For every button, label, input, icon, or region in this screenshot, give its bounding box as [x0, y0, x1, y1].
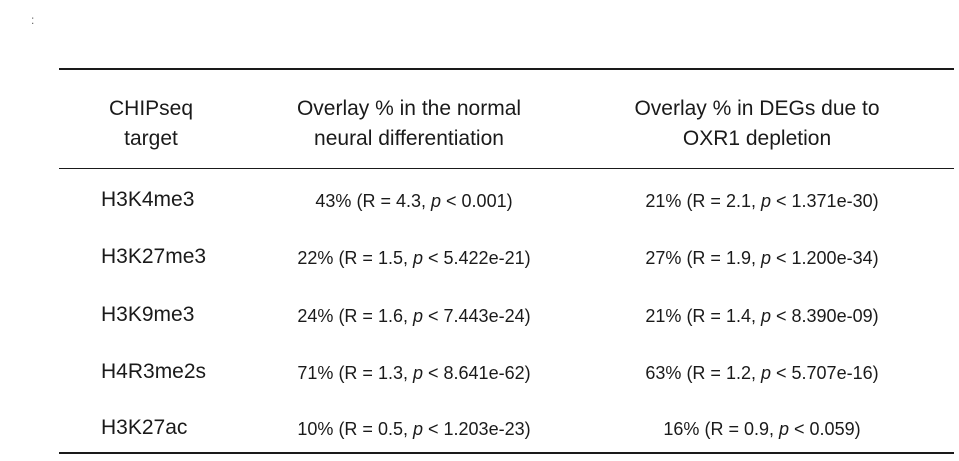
p-label: p	[779, 419, 790, 439]
r-value: (R = 4.3,	[356, 191, 426, 211]
degs-overlay-cell: 21% (R = 2.1, p < 1.371e-30)	[607, 191, 917, 212]
normal-overlay-cell: 22% (R = 1.5, p < 5.422e-21)	[259, 248, 569, 269]
table-row: H3K9me3 24% (R = 1.6, p < 7.443e-24) 21%…	[59, 297, 954, 337]
chipseq-target-cell: H3K9me3	[101, 303, 195, 326]
header-degs-overlay: Overlay % in DEGs due to OXR1 depletion	[607, 94, 907, 154]
normal-overlay-cell: 10% (R = 0.5, p < 1.203e-23)	[259, 419, 569, 440]
p-value: < 0.059)	[794, 419, 861, 439]
p-value: < 8.641e-62)	[428, 363, 531, 383]
degs-overlay-cell: 27% (R = 1.9, p < 1.200e-34)	[607, 248, 917, 269]
chipseq-target-cell: H3K27me3	[101, 245, 207, 268]
degs-overlay-cell: 63% (R = 1.2, p < 5.707e-16)	[607, 363, 917, 384]
table-body: H3K4me3 43% (R = 4.3, p < 0.001) 21% (R …	[59, 169, 954, 452]
header-line: OXR1 depletion	[682, 127, 832, 150]
p-label: p	[760, 191, 771, 211]
r-value: (R = 1.3,	[338, 363, 408, 383]
p-value: < 5.422e-21)	[428, 248, 531, 268]
header-normal-overlay: Overlay % in the normal neural different…	[259, 94, 559, 154]
p-label: p	[760, 306, 771, 326]
header-line: Overlay % in the normal	[296, 97, 522, 120]
p-value: < 1.200e-34)	[776, 248, 879, 268]
p-label: p	[412, 248, 423, 268]
chipseq-target-cell: H4R3me2s	[101, 360, 207, 383]
p-label: p	[412, 363, 423, 383]
header-line: CHIPseq	[108, 97, 194, 120]
table-row: H3K4me3 43% (R = 4.3, p < 0.001) 21% (R …	[59, 182, 954, 222]
pct: 16%	[663, 419, 700, 439]
normal-overlay-cell: 71% (R = 1.3, p < 8.641e-62)	[259, 363, 569, 384]
degs-overlay-cell: 16% (R = 0.9, p < 0.059)	[607, 419, 917, 440]
pct: 21%	[645, 191, 682, 211]
r-value: (R = 2.1,	[686, 191, 756, 211]
p-value: < 1.203e-23)	[428, 419, 531, 439]
r-value: (R = 1.5,	[338, 248, 408, 268]
pct: 63%	[645, 363, 682, 383]
p-label: p	[412, 306, 423, 326]
p-label: p	[760, 363, 771, 383]
p-value: < 8.390e-09)	[776, 306, 879, 326]
r-value: (R = 0.5,	[338, 419, 408, 439]
pct: 10%	[297, 419, 334, 439]
r-value: (R = 1.4,	[686, 306, 756, 326]
r-value: (R = 1.2,	[686, 363, 756, 383]
header-line: target	[124, 127, 178, 150]
corner-mark: :	[31, 13, 35, 27]
p-label: p	[760, 248, 771, 268]
r-value: (R = 1.9,	[686, 248, 756, 268]
r-value: (R = 1.6,	[338, 306, 408, 326]
p-value: < 5.707e-16)	[776, 363, 879, 383]
header-line: neural differentiation	[314, 127, 504, 150]
pct: 27%	[645, 248, 682, 268]
bottom-rule	[59, 452, 954, 454]
pct: 21%	[645, 306, 682, 326]
p-value: < 1.371e-30)	[776, 191, 879, 211]
header-line: Overlay % in DEGs due to	[634, 97, 880, 120]
r-value: (R = 0.9,	[704, 419, 774, 439]
overlay-table: CHIPseq target Overlay % in the normal n…	[59, 68, 954, 454]
pct: 43%	[315, 191, 352, 211]
table-header: CHIPseq target Overlay % in the normal n…	[59, 70, 954, 168]
chipseq-target-cell: H3K27ac	[101, 416, 188, 439]
header-chipseq-target: CHIPseq target	[81, 94, 221, 154]
pct: 71%	[297, 363, 334, 383]
table-row: H3K27me3 22% (R = 1.5, p < 5.422e-21) 27…	[59, 239, 954, 279]
chipseq-target-cell: H3K4me3	[101, 188, 195, 211]
header-rule	[59, 168, 954, 169]
normal-overlay-cell: 43% (R = 4.3, p < 0.001)	[259, 191, 569, 212]
normal-overlay-cell: 24% (R = 1.6, p < 7.443e-24)	[259, 306, 569, 327]
p-value: < 0.001)	[446, 191, 513, 211]
table-row: H3K27ac 10% (R = 0.5, p < 1.203e-23) 16%…	[59, 410, 954, 450]
pct: 24%	[297, 306, 334, 326]
top-rule	[59, 68, 954, 70]
p-value: < 7.443e-24)	[428, 306, 531, 326]
degs-overlay-cell: 21% (R = 1.4, p < 8.390e-09)	[607, 306, 917, 327]
table-row: H4R3me2s 71% (R = 1.3, p < 8.641e-62) 63…	[59, 354, 954, 394]
p-label: p	[412, 419, 423, 439]
p-label: p	[431, 191, 442, 211]
pct: 22%	[297, 248, 334, 268]
